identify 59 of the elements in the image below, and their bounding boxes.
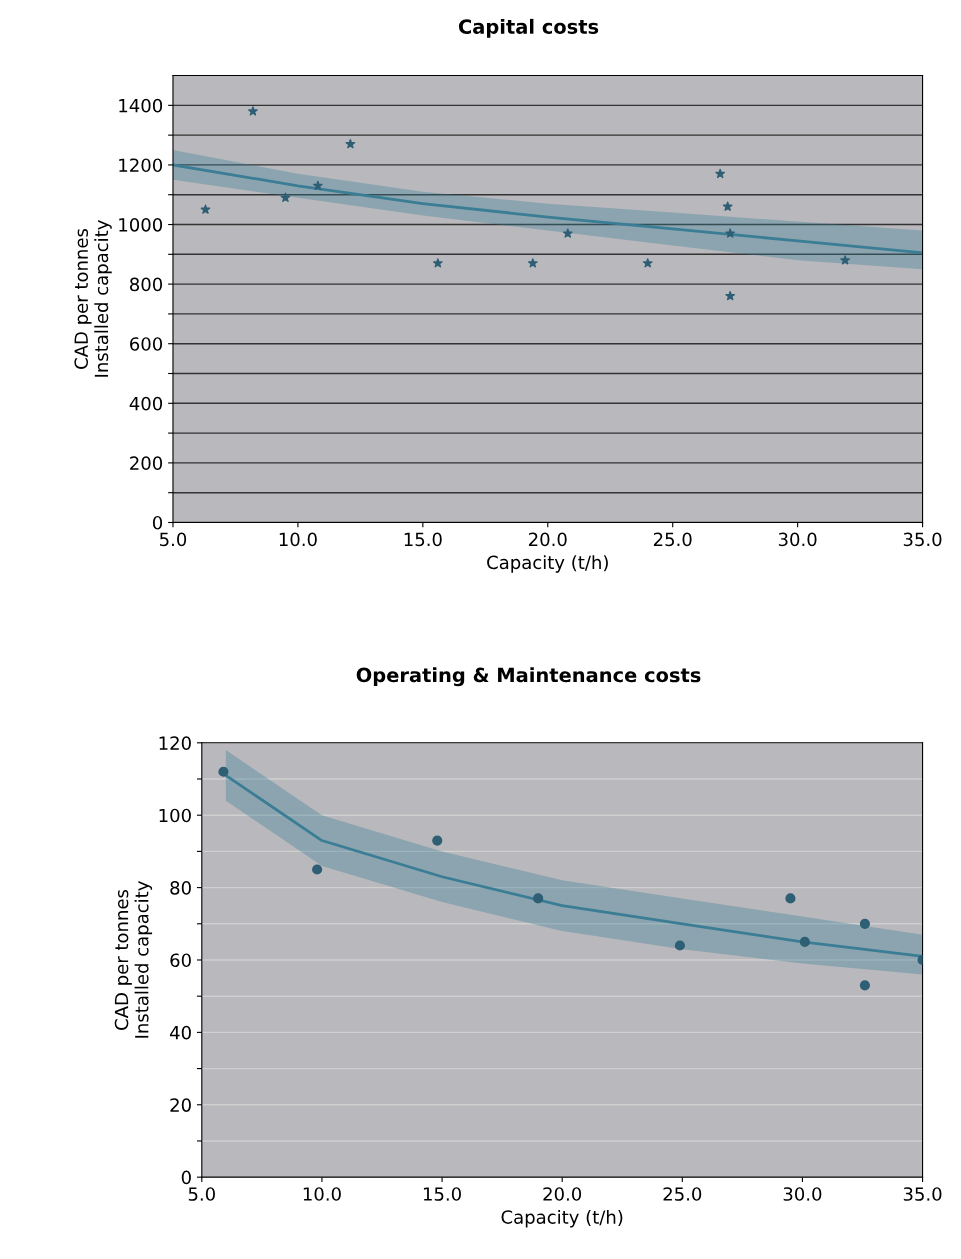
point (432, 835, 443, 846)
x-tick-label: 20.0 (528, 532, 567, 547)
y-tick-label: 120 (159, 736, 191, 750)
point (785, 893, 796, 904)
point (248, 106, 258, 116)
point (218, 766, 229, 777)
point (715, 168, 726, 179)
x-tick-label: 35.0 (903, 532, 942, 547)
chart-title: Capital costs (458, 18, 599, 38)
point (840, 255, 850, 265)
x-tick-label: 30.0 (783, 1187, 822, 1201)
y-axis-title: CAD per tonnes Installed capacity (114, 881, 153, 1038)
point (725, 228, 736, 238)
y-tick-label: 0 (152, 515, 163, 530)
point (313, 180, 323, 191)
point (722, 201, 733, 211)
x-tick-label: 15.0 (423, 1187, 461, 1201)
point (432, 258, 443, 268)
y-tick-label: 800 (130, 277, 163, 292)
y-tick-label: 0 (181, 1170, 191, 1185)
point (345, 138, 356, 149)
point (859, 980, 870, 991)
x-tick-label: 10.0 (279, 532, 317, 547)
x-tick-label: 5.0 (188, 1187, 215, 1201)
point (674, 940, 685, 951)
point (527, 258, 538, 268)
y-tick-label: 60 (170, 953, 191, 968)
point (280, 192, 291, 202)
point (859, 918, 870, 929)
point (642, 258, 653, 268)
x-tick-label: 20.0 (543, 1187, 582, 1201)
y-axis-title: CAD per tonnes Installed capacity (74, 220, 112, 377)
x-tick-label: 25.0 (653, 532, 692, 547)
y-tick-label: 1200 (119, 158, 163, 173)
point (562, 228, 573, 238)
y-tick-label: 200 (130, 456, 163, 471)
line-series (172, 163, 923, 255)
y-tick-label: 1000 (119, 217, 163, 232)
x-tick-label: 25.0 (663, 1187, 702, 1201)
chart-title: Operating & Maintenance costs (356, 667, 701, 687)
y-tick-label: 20 (170, 1098, 191, 1112)
x-tick-label: 5.0 (160, 532, 187, 547)
x-axis-title: Capacity (t/h) (501, 1209, 623, 1228)
point (312, 864, 323, 875)
y-tick-label: 40 (170, 1025, 191, 1040)
x-tick-label: 30.0 (778, 532, 817, 547)
x-tick-label: 15.0 (404, 532, 442, 547)
x-tick-label: 35.0 (903, 1187, 942, 1201)
y-tick-label: 80 (170, 881, 191, 895)
y-tick-label: 1400 (119, 98, 163, 113)
x-tick-label: 10.0 (303, 1187, 341, 1201)
point (799, 936, 810, 947)
y-tick-label: 600 (130, 337, 163, 351)
point (533, 893, 544, 904)
y-tick-label: 100 (159, 808, 191, 823)
point (725, 290, 736, 301)
y-tick-label: 400 (129, 396, 163, 411)
point (200, 204, 211, 214)
x-axis-title: Capacity (t/h) (487, 555, 608, 573)
